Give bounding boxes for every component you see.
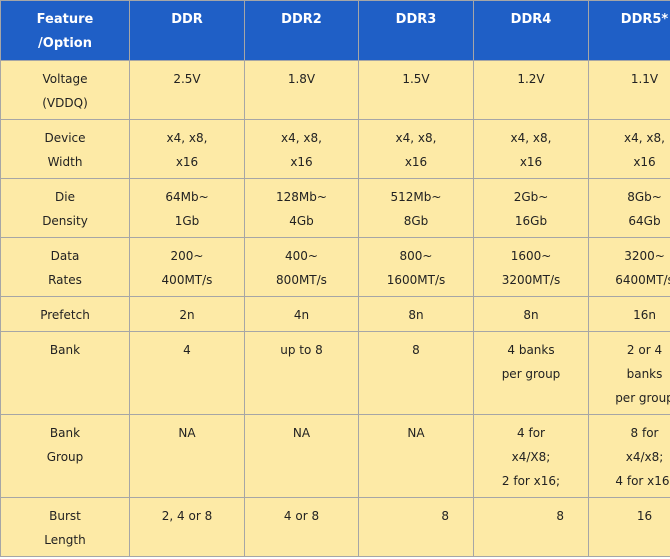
table-cell: NA xyxy=(129,414,245,498)
table-row: Device Width x4, x8, x16 x4, x8, x16 x4,… xyxy=(0,119,670,179)
table-row: Prefetch 2n 4n 8n 8n 16n xyxy=(0,296,670,332)
table-cell: 2 or 4 banks per group xyxy=(588,331,670,415)
header-ddr2: DDR2 xyxy=(244,0,359,61)
table-cell: 1.2V xyxy=(473,60,589,120)
table-cell: x4, x8, x16 xyxy=(358,119,474,179)
table-cell: 8 xyxy=(358,497,474,557)
table-cell: 2n xyxy=(129,296,245,332)
table-cell: 8Gb~ 64Gb xyxy=(588,178,670,238)
table-row: Bank Group NA NA NA 4 for x4/X8; 2 for x… xyxy=(0,414,670,498)
header-feature-option: Feature /Option xyxy=(0,0,130,61)
table-cell: 8n xyxy=(473,296,589,332)
table-cell: NA xyxy=(244,414,359,498)
table-cell: 1.5V xyxy=(358,60,474,120)
table-cell: 2Gb~ 16Gb xyxy=(473,178,589,238)
table-cell: 64Mb~ 1Gb xyxy=(129,178,245,238)
table-cell: 8 xyxy=(473,497,589,557)
table-cell: 128Mb~ 4Gb xyxy=(244,178,359,238)
table-cell: 2, 4 or 8 xyxy=(129,497,245,557)
header-ddr: DDR xyxy=(129,0,245,61)
table-cell: 800~ 1600MT/s xyxy=(358,237,474,297)
feature-device-width: Device Width xyxy=(0,119,130,179)
table-row: Burst Length 2, 4 or 8 4 or 8 8 8 16 xyxy=(0,497,670,557)
table-cell: 2.5V xyxy=(129,60,245,120)
table-cell: 16n xyxy=(588,296,670,332)
table-cell: 4 banks per group xyxy=(473,331,589,415)
feature-bank-group: Bank Group xyxy=(0,414,130,498)
table-cell: 4 or 8 xyxy=(244,497,359,557)
table-row: Bank 4 up to 8 8 4 banks per group 2 or … xyxy=(0,331,670,415)
table-cell: 16 xyxy=(588,497,670,557)
table-cell: 8 xyxy=(358,331,474,415)
table-cell: 512Mb~ 8Gb xyxy=(358,178,474,238)
table-cell: 4n xyxy=(244,296,359,332)
table-cell: x4, x8, x16 xyxy=(588,119,670,179)
feature-die-density: Die Density xyxy=(0,178,130,238)
table-cell: x4, x8, x16 xyxy=(244,119,359,179)
feature-voltage: Voltage (VDDQ) xyxy=(0,60,130,120)
feature-bank: Bank xyxy=(0,331,130,415)
table-cell: x4, x8, x16 xyxy=(129,119,245,179)
table-cell: 3200~ 6400MT/s xyxy=(588,237,670,297)
table-cell: 200~ 400MT/s xyxy=(129,237,245,297)
table-row: Die Density 64Mb~ 1Gb 128Mb~ 4Gb 512Mb~ … xyxy=(0,178,670,238)
table-cell: x4, x8, x16 xyxy=(473,119,589,179)
feature-data-rates: Data Rates xyxy=(0,237,130,297)
header-ddr5: DDR5* xyxy=(588,0,670,61)
feature-burst-length: Burst Length xyxy=(0,497,130,557)
header-ddr3: DDR3 xyxy=(358,0,474,61)
table-row: Voltage (VDDQ) 2.5V 1.8V 1.5V 1.2V 1.1V xyxy=(0,60,670,120)
table-cell: 400~ 800MT/s xyxy=(244,237,359,297)
table-cell: 4 for x4/X8; 2 for x16; xyxy=(473,414,589,498)
table-cell: up to 8 xyxy=(244,331,359,415)
table-row: Data Rates 200~ 400MT/s 400~ 800MT/s 800… xyxy=(0,237,670,297)
table-cell: 8 for x4/x8; 4 for x16; xyxy=(588,414,670,498)
table-cell: 1.8V xyxy=(244,60,359,120)
table-cell: 1.1V xyxy=(588,60,670,120)
header-row: Feature /Option DDR DDR2 DDR3 DDR4 DDR5* xyxy=(0,0,670,61)
header-ddr4: DDR4 xyxy=(473,0,589,61)
table-cell: 1600~ 3200MT/s xyxy=(473,237,589,297)
table-cell: 4 xyxy=(129,331,245,415)
table-cell: 8n xyxy=(358,296,474,332)
feature-prefetch: Prefetch xyxy=(0,296,130,332)
table-cell: NA xyxy=(358,414,474,498)
